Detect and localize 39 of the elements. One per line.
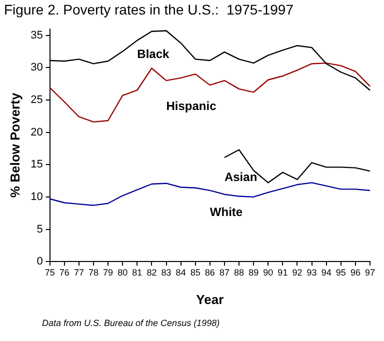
series-label: Hispanic: [166, 98, 217, 113]
x-tick-label: 93: [306, 267, 317, 278]
x-tick-label: 88: [234, 267, 244, 278]
x-tick-label: 96: [350, 267, 360, 278]
y-tick-label: 0: [36, 256, 43, 268]
y-tick-label: 35: [30, 29, 43, 42]
x-tick-label: 78: [88, 267, 98, 278]
series-label: Black: [137, 46, 170, 61]
text: Data from U.S. Bureau of the Census (1998): [42, 318, 220, 328]
y-tick-label: 10: [30, 190, 43, 203]
x-tick-label: 92: [292, 267, 302, 278]
x-tick-label: 83: [161, 267, 172, 278]
x-tick-label: 95: [336, 267, 346, 278]
x-tick-label: 90: [263, 267, 274, 278]
x-tick-label: 75: [44, 267, 55, 278]
x-tick-label: 94: [321, 267, 332, 278]
x-tick-label: 76: [59, 267, 70, 278]
y-tick-label: 5: [36, 223, 43, 236]
x-tick-label: 86: [204, 267, 215, 278]
x-axis-title: Year: [196, 292, 224, 307]
chart-title: Figure 2. Poverty rates in the U.S.: 1975-1997: [4, 1, 294, 18]
y-tick-label: 15: [30, 158, 43, 171]
x-tick-label: 82: [146, 267, 157, 278]
series-label: White: [210, 204, 243, 219]
x-tick-label: 89: [248, 267, 259, 278]
series-label: Asian: [224, 170, 258, 184]
x-tick-label: 77: [74, 267, 84, 278]
x-tick-label: 79: [103, 267, 114, 278]
x-tick-label: 85: [190, 267, 200, 278]
x-tick-label: 80: [118, 267, 128, 278]
x-tick-label: 87: [219, 267, 230, 278]
x-tick-label: 84: [176, 267, 186, 278]
y-tick-label: 30: [30, 62, 43, 74]
x-tick-label: 91: [278, 267, 288, 278]
x-tick-label: 97: [364, 267, 376, 278]
x-tick-label: 81: [132, 267, 142, 278]
y-tick-label: 20: [30, 126, 43, 138]
y-tick-label: 25: [30, 94, 43, 106]
y-axis-title: % Below Poverty: [7, 92, 22, 198]
